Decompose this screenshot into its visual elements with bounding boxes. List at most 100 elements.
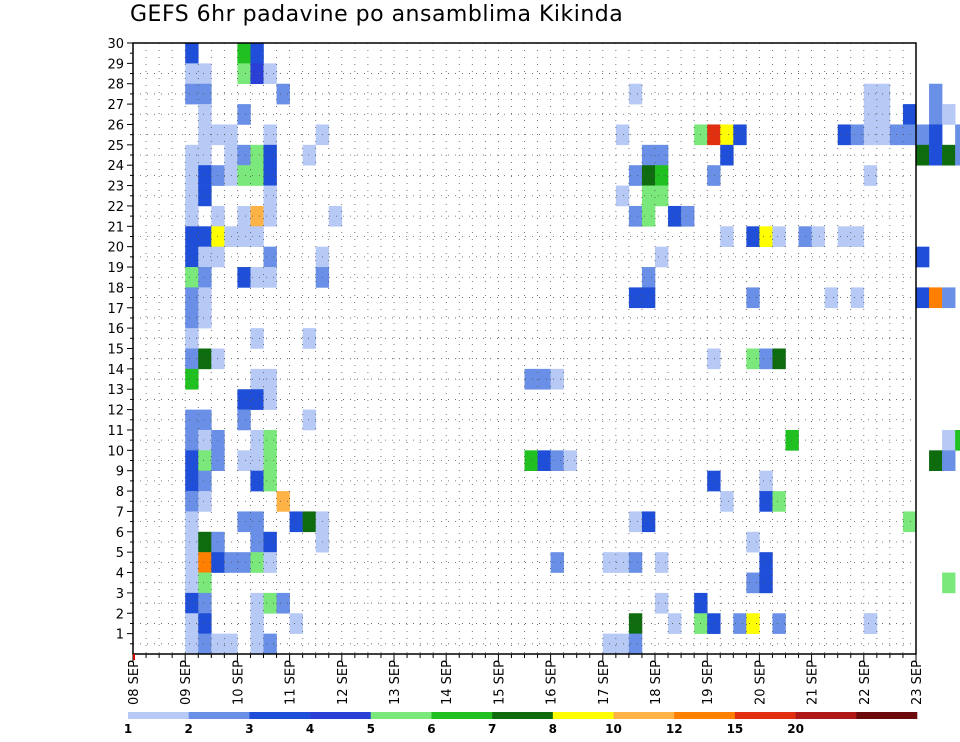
precip-cell [237, 43, 251, 64]
precip-cell [720, 491, 734, 512]
precip-cell [237, 104, 251, 125]
y-tick-label: 11 [107, 424, 124, 439]
precip-cell [641, 287, 656, 309]
precip-cell [641, 144, 656, 166]
precip-cell [720, 226, 734, 247]
precip-cell [263, 389, 277, 410]
precip-cell [198, 185, 212, 207]
y-tick-label: 8 [116, 485, 124, 500]
precip-cell [250, 450, 264, 471]
precip-cell [185, 511, 199, 533]
precip-cell [250, 470, 264, 492]
precip-cell [837, 124, 852, 146]
precip-cell [746, 572, 760, 594]
precip-cell [850, 124, 865, 146]
precip-cell [198, 531, 212, 553]
colorbar-swatch [674, 712, 736, 719]
precip-cell [902, 511, 917, 533]
precip-cell [185, 287, 199, 309]
precip-cell [237, 450, 251, 471]
precip-cell [237, 409, 251, 431]
precip-cell [759, 348, 773, 370]
precip-cell [237, 552, 251, 573]
precip-cell [250, 43, 264, 64]
precip-cell [263, 185, 277, 207]
precip-cell [250, 511, 264, 533]
precip-cell [615, 633, 630, 655]
precip-cell [198, 613, 212, 634]
precip-cell [250, 552, 264, 573]
y-tick-label: 10 [107, 444, 124, 459]
precip-cell [863, 165, 878, 186]
precip-cell [746, 531, 760, 553]
precip-cell [811, 226, 825, 247]
precip-cell [237, 144, 251, 166]
precip-cell [850, 226, 865, 247]
y-tick-label: 13 [107, 383, 124, 398]
precip-cell [537, 368, 551, 390]
precip-cell [198, 450, 212, 471]
precip-cell [198, 470, 212, 492]
precip-cell [185, 592, 199, 614]
precip-cell [328, 205, 343, 227]
precip-cell [668, 205, 682, 227]
precip-cell [524, 368, 538, 390]
precip-cell [185, 491, 199, 512]
precip-cell [185, 531, 199, 553]
precip-cell [198, 429, 212, 451]
precip-cell [263, 470, 277, 492]
x-tick-label: 17 SEP [597, 660, 612, 705]
y-tick-label: 16 [107, 322, 124, 337]
precip-cell [198, 144, 212, 166]
colorbar-swatch [310, 712, 372, 719]
y-tick-label: 4 [116, 567, 124, 582]
y-tick-label: 9 [116, 465, 124, 480]
x-tick-label: 21 SEP [806, 660, 821, 705]
x-tick-label: 14 SEP [440, 660, 455, 705]
precip-cell [942, 104, 956, 125]
precip-cell [250, 368, 264, 390]
precip-cell [772, 348, 786, 370]
precip-cell [198, 104, 212, 125]
precip-cell [263, 267, 277, 288]
precip-cell [185, 43, 199, 64]
colorbar-swatch [188, 712, 250, 719]
precip-cell [916, 246, 930, 268]
precip-cell [746, 348, 760, 370]
precip-cell [863, 104, 878, 125]
precip-cell [237, 205, 251, 227]
precip-cell [641, 267, 656, 288]
y-tick-label: 27 [107, 98, 124, 113]
precip-cell [942, 572, 956, 594]
precip-cell [628, 552, 643, 573]
precip-cell [250, 389, 264, 410]
precip-cell [668, 613, 682, 634]
precip-cell [929, 287, 943, 309]
precip-cell [250, 613, 264, 634]
colorbar-swatch [613, 712, 675, 719]
precip-cell [302, 328, 316, 349]
precip-cell [198, 83, 212, 105]
precip-cell [641, 205, 656, 227]
precip-cell [237, 267, 251, 288]
colorbar-swatch [431, 712, 493, 719]
precip-cell [876, 83, 891, 105]
precip-cell [185, 572, 199, 594]
precip-cell [615, 185, 630, 207]
y-tick-label: 24 [107, 159, 124, 174]
precip-cell [198, 267, 212, 288]
precip-cell [185, 185, 199, 207]
precip-cell [681, 205, 695, 227]
precip-cell [185, 368, 199, 390]
y-tick-label: 26 [107, 118, 124, 133]
precip-cell [902, 124, 917, 146]
precip-cell [655, 592, 669, 614]
precip-cell [759, 470, 773, 492]
precip-cell [707, 613, 721, 634]
y-tick-label: 15 [107, 343, 124, 358]
precip-cell [929, 450, 943, 471]
precip-cell [628, 165, 643, 186]
precip-cell [263, 246, 277, 268]
precip-cell [263, 450, 277, 471]
precip-cell [198, 246, 212, 268]
